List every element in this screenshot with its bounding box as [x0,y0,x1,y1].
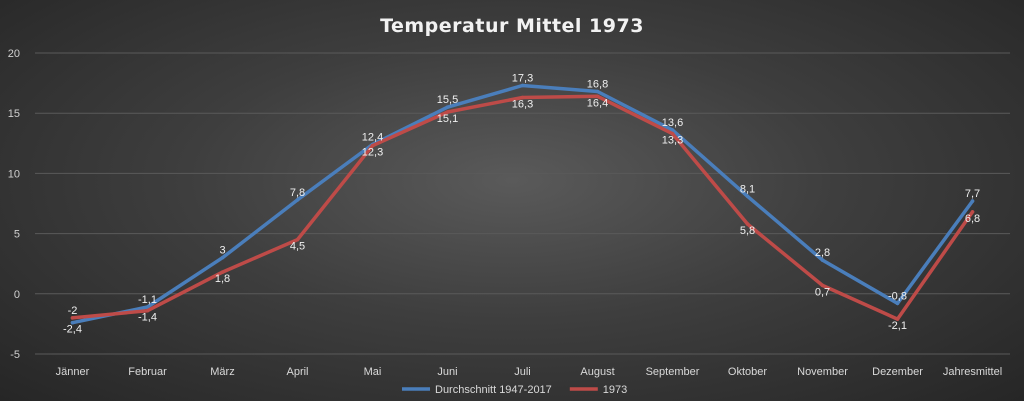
data-point [220,270,225,274]
series-line-0 [70,83,975,325]
data-point [445,105,450,109]
data-label: 17,3 [512,73,533,85]
data-label: 15,1 [437,113,458,125]
data-point [895,301,900,306]
data-label: 12,4 [362,132,383,144]
data-point [745,222,750,226]
x-tick-label: Dezember [872,366,923,378]
data-point [70,316,75,320]
x-tick-label: Juni [437,366,457,378]
x-axis: Jänner Februar März April Mai Juni Juli August S… [56,366,1002,378]
data-label: 16,8 [587,79,608,91]
data-point [820,283,825,288]
x-tick-label: März [210,366,234,378]
data-point [520,83,525,88]
data-label: 4,5 [290,241,305,253]
y-axis: -5 0 5 10 15 20 [8,48,20,361]
data-point [670,131,675,136]
data-label: -0,8 [888,290,907,302]
x-tick-label: Oktober [728,366,767,378]
data-label: 6,8 [965,213,980,225]
data-label: 0,7 [815,286,830,298]
data-point [70,320,75,325]
data-point [970,210,975,214]
data-point [520,95,525,100]
data-point [295,237,300,242]
data-label: 3 [219,245,225,257]
x-tick-label: Juli [514,366,531,378]
data-point [145,308,150,313]
data-label: 7,7 [965,188,980,200]
y-tick-label: 5 [14,229,20,241]
data-point [895,317,900,321]
data-point [595,94,600,99]
data-label: -2 [68,305,78,317]
data-label: 8,1 [740,183,755,195]
legend: Durchschnitt 1947-2017 1973 [402,384,627,396]
x-tick-label: Mai [364,366,382,378]
data-point [970,199,975,203]
x-tick-label: September [646,366,700,378]
data-label: 7,8 [290,187,305,199]
y-tick-label: 15 [8,108,20,120]
x-tick-label: August [580,366,614,378]
x-tick-label: Jahresmittel [943,366,1002,378]
x-tick-label: April [286,366,308,378]
chart-title: Temperatur Mittel 1973 [380,15,644,37]
series-lines [70,83,975,325]
data-label: 15,5 [437,94,458,106]
data-label: -1,4 [138,312,157,324]
data-point [670,128,675,132]
y-tick-label: -5 [10,349,20,361]
x-tick-label: November [797,366,848,378]
data-point [745,194,750,199]
data-labels: -2,4 -1,1 3 7,8 12,4 15,5 17,3 16,8 13,6 8,1 2,8 -0… [63,73,980,336]
data-point [145,305,150,309]
legend-label-1: 1973 [603,384,627,396]
y-tick-label: 10 [8,168,20,180]
data-label: 12,3 [362,147,383,159]
data-label: 16,4 [587,97,608,109]
data-label: 13,6 [662,117,683,129]
data-point [820,258,825,262]
x-tick-label: Februar [128,366,167,378]
y-tick-label: 20 [8,48,20,60]
data-label: 16,3 [512,99,533,111]
data-label: 2,8 [815,247,830,259]
x-tick-label: Jänner [56,366,90,378]
data-point [595,89,600,94]
series-line-1 [70,94,975,321]
data-label: 5,8 [740,225,755,237]
y-tick-label: 0 [14,289,20,301]
legend-label-0: Durchschnitt 1947-2017 [435,384,552,396]
data-point [295,198,300,202]
gridlines [35,52,1010,355]
data-point [220,255,225,260]
data-label: -2,4 [63,324,82,336]
data-label: -2,1 [888,320,907,332]
data-point [370,143,375,148]
data-label: 13,3 [662,135,683,147]
data-label: -1,1 [138,294,157,306]
data-label: 1,8 [215,273,230,285]
data-point [445,110,450,114]
